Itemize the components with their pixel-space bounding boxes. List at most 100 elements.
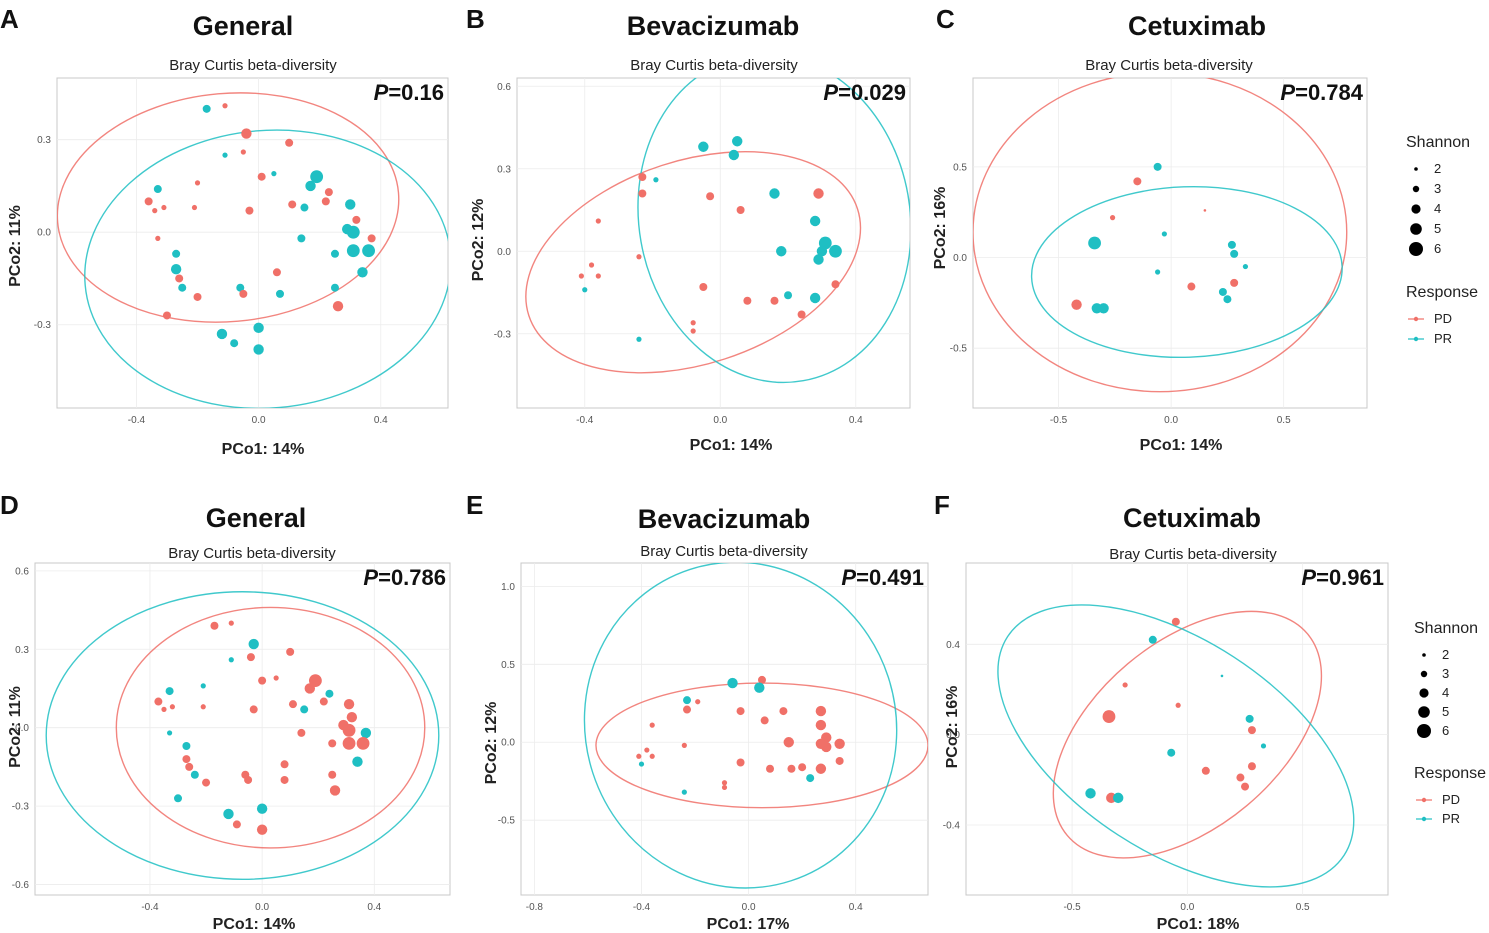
data-point-pd bbox=[162, 311, 171, 320]
data-point-pd bbox=[644, 747, 650, 753]
x-tick-label: 0.0 bbox=[1180, 902, 1194, 913]
data-point-pd bbox=[736, 707, 745, 716]
data-point-pd bbox=[1187, 282, 1196, 291]
data-point-pd bbox=[649, 722, 655, 728]
data-point-pr bbox=[1167, 748, 1176, 757]
legend-size-label: 6 bbox=[1442, 723, 1449, 738]
legend-size-label: 4 bbox=[1434, 201, 1441, 216]
data-point-pd bbox=[821, 741, 832, 753]
y-tick-label: -0.6 bbox=[12, 880, 30, 891]
legend-size-label: 6 bbox=[1434, 241, 1441, 256]
data-point-pd bbox=[760, 716, 769, 725]
legend-size-label: 3 bbox=[1434, 181, 1441, 196]
y-tick-label: 0.0 bbox=[37, 228, 51, 239]
data-point-pd bbox=[798, 763, 807, 772]
data-point-pd bbox=[194, 180, 201, 186]
data-point-pd bbox=[815, 763, 827, 774]
data-point-pd bbox=[690, 328, 696, 334]
x-tick-label: 0.4 bbox=[374, 415, 388, 426]
x-tick-label: 0.5 bbox=[1296, 902, 1310, 913]
data-point-pr bbox=[248, 638, 259, 650]
legend-size-label: 2 bbox=[1434, 161, 1441, 176]
data-point-pd bbox=[813, 188, 824, 199]
legend-size-key bbox=[1414, 167, 1418, 171]
data-point-pr bbox=[346, 244, 360, 258]
data-point-pd bbox=[1230, 278, 1239, 287]
data-point-pr bbox=[330, 249, 339, 258]
x-tick-label: 0.0 bbox=[713, 415, 727, 426]
p-value: P=0.491 bbox=[841, 565, 924, 590]
data-point-pd bbox=[1241, 782, 1250, 791]
data-point-pr bbox=[253, 322, 264, 334]
y-tick-label: -0.4 bbox=[943, 820, 961, 831]
data-point-pd bbox=[244, 775, 253, 784]
legend-size-key bbox=[1409, 242, 1423, 256]
data-point-pr bbox=[228, 657, 234, 663]
data-point-pd bbox=[280, 775, 289, 784]
data-point-pd bbox=[346, 712, 358, 723]
panel-b: B Bevacizumab Bray Curtis beta-diversity -0… bbox=[466, 4, 911, 454]
legend-color-key-pd bbox=[1413, 316, 1419, 322]
x-axis-title: PCo1: 17% bbox=[707, 916, 790, 933]
p-value: P=0.786 bbox=[363, 565, 446, 590]
data-point-pd bbox=[200, 704, 206, 710]
panel-letter: E bbox=[466, 490, 483, 520]
confidence-ellipse-pr bbox=[45, 591, 440, 881]
legend-size-key bbox=[1419, 688, 1429, 698]
legend-size-key bbox=[1420, 670, 1428, 678]
plot-frame bbox=[516, 77, 911, 409]
confidence-ellipse-pd bbox=[973, 78, 1348, 393]
data-point-pd bbox=[1175, 702, 1181, 708]
data-point-pd bbox=[285, 138, 294, 147]
y-axis-title: PCo2: 12% bbox=[470, 199, 487, 282]
data-point-pd bbox=[154, 697, 163, 706]
confidence-ellipse-pd bbox=[115, 606, 426, 849]
panel-subtitle: Bray Curtis beta-diversity bbox=[169, 57, 337, 74]
data-point-pd bbox=[182, 755, 191, 764]
data-point-pd bbox=[152, 208, 158, 214]
data-point-pr bbox=[271, 171, 277, 177]
data-point-pd bbox=[815, 719, 827, 731]
plot-frame bbox=[520, 562, 929, 896]
data-point-pd bbox=[222, 103, 228, 109]
confidence-ellipse-pr bbox=[997, 604, 1355, 888]
data-point-pr bbox=[582, 287, 588, 293]
confidence-ellipse-pr bbox=[1030, 185, 1343, 359]
data-point-pr bbox=[806, 774, 815, 783]
data-point-pr bbox=[1155, 269, 1161, 275]
confidence-ellipse-pr bbox=[84, 129, 448, 408]
data-point-pr bbox=[728, 149, 740, 161]
y-tick-label: -0.5 bbox=[498, 816, 516, 827]
data-point-pd bbox=[232, 820, 241, 829]
data-point-pd bbox=[273, 675, 279, 681]
data-point-pd bbox=[319, 697, 328, 706]
p-value: P=0.784 bbox=[1280, 80, 1363, 105]
data-point-pd bbox=[169, 704, 175, 710]
y-tick-label: 0.5 bbox=[953, 162, 967, 173]
y-tick-label: -0.3 bbox=[12, 802, 30, 813]
data-point-pd bbox=[328, 739, 337, 748]
x-tick-label: -0.4 bbox=[141, 902, 159, 913]
panel-letter: D bbox=[0, 490, 19, 520]
y-tick-label: 0.0 bbox=[501, 738, 515, 749]
data-point-pd bbox=[831, 280, 840, 289]
y-tick-label: 0.6 bbox=[497, 82, 511, 93]
data-point-pd bbox=[249, 705, 258, 714]
data-point-pd bbox=[1071, 299, 1082, 310]
legend-color-key-pd bbox=[1421, 797, 1427, 803]
panel-subtitle: Bray Curtis beta-diversity bbox=[640, 543, 808, 560]
data-point-pd bbox=[328, 770, 337, 779]
data-point-pr bbox=[297, 234, 306, 243]
panel-e: E Bevacizumab Bray Curtis beta-diversity -0… bbox=[466, 490, 929, 933]
x-tick-label: 0.0 bbox=[255, 902, 269, 913]
data-point-pd bbox=[343, 698, 355, 710]
legend-color-key-pr bbox=[1413, 336, 1419, 342]
data-point-pr bbox=[776, 246, 787, 257]
data-point-pr bbox=[178, 283, 187, 292]
data-point-pr bbox=[1230, 249, 1239, 258]
data-point-pd bbox=[783, 737, 794, 748]
data-point-pr bbox=[222, 152, 228, 158]
plot-area bbox=[525, 78, 910, 384]
data-point-pr bbox=[829, 244, 842, 258]
data-point-pr bbox=[698, 141, 709, 152]
